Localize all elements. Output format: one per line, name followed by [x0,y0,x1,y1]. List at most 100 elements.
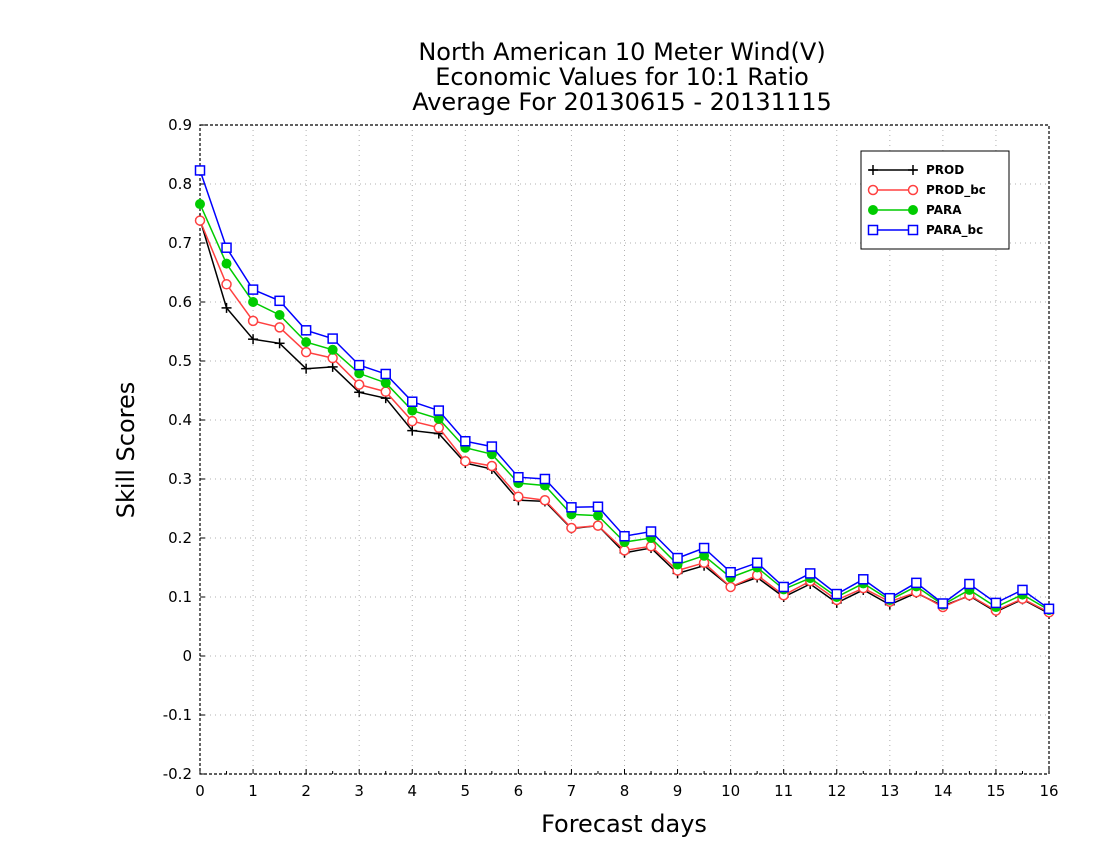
x-tick-label: 5 [461,782,471,800]
y-tick-label: 0.6 [168,293,192,311]
data-point-prod [274,338,285,349]
data-point-prod [327,361,338,372]
data-point-prod-bc [645,541,657,552]
legend-label: PARA_bc [926,223,983,238]
series-layer [194,165,1055,619]
data-point-prod [221,302,232,313]
y-tick-label: 0.4 [168,411,192,429]
data-point-para-bc [698,542,710,554]
data-point-prod-bc [460,456,471,467]
grid [200,125,1049,774]
data-point-para [195,199,205,210]
chart-title-line-1: North American 10 Meter Wind(V) [418,38,825,66]
data-point-para-bc [592,501,604,512]
data-point-para-bc [990,597,1002,609]
data-point-para-bc [407,396,418,407]
data-point-prod-bc [539,494,551,506]
data-point-prod-bc [274,322,285,333]
legend-item-prod-bc: PROD_bc [867,183,986,198]
x-tick-label: 8 [620,782,630,800]
legend-item-prod: PROD [868,163,964,177]
data-point-para-bc [911,577,922,589]
legend-label: PARA [926,203,962,217]
data-point-para-bc [937,598,949,609]
data-point-prod-bc [407,415,418,427]
y-tick-label: 0.7 [168,234,192,252]
x-tick-label: 4 [407,782,417,800]
data-point-para-bc [619,530,630,542]
data-point-prod-bc [194,215,206,226]
data-point-para [407,405,418,416]
y-tick-label: -0.1 [163,706,192,724]
data-point-para-bc [964,578,975,590]
data-point-prod-bc [247,315,259,327]
data-point-prod-bc [221,279,232,290]
data-point-para-bc [1017,584,1028,596]
data-point-para-bc [751,557,763,569]
data-point-para [274,309,285,320]
data-point-para [221,258,232,269]
legend-label: PROD [926,163,964,177]
data-point-para-bc [460,435,471,447]
legend-marker [867,184,879,196]
data-point-para-bc [778,581,789,593]
legend-box [860,150,1010,250]
legend-marker [908,165,918,175]
legend-item-para: PARA [868,203,962,217]
chart-title-line-3: Average For 20130615 - 20131115 [412,88,832,116]
x-axis-title: Forecast days [541,810,707,838]
x-tick-label: 15 [986,782,1005,800]
data-point-para-bc [194,165,206,176]
data-point-para-bc [300,325,312,336]
data-point-para-bc [566,502,577,513]
data-point-prod [407,425,418,436]
data-point-prod-bc [327,352,338,364]
data-point-prod [248,334,259,345]
legend-item-para-bc: PARA_bc [867,223,983,238]
x-tick-label: 1 [248,782,258,800]
data-point-prod-bc [433,422,445,433]
legend: PROD PROD_bc PARA PARA_bc [860,150,1010,250]
y-tick-label: 0.9 [168,116,192,134]
data-point-prod-bc [513,491,524,502]
x-tick-label: 16 [1039,782,1058,800]
data-point-para [592,510,603,521]
data-point-prod-bc [592,520,604,531]
y-axis-title: Skill Scores [112,382,140,519]
y-tick-label: 0.8 [168,175,192,193]
data-point-para-bc [221,242,232,253]
data-point-para [380,377,391,388]
x-tick-label: 7 [567,782,577,800]
x-tick-label: 10 [721,782,740,800]
y-tick-label: 0.5 [168,352,192,370]
legend-marker [907,224,919,236]
data-point-para [327,344,338,355]
data-point-para-bc [1043,603,1055,615]
data-point-para-bc [831,588,842,600]
data-point-para-bc [353,359,365,371]
y-tick-label: 0 [182,647,192,665]
data-point-prod [301,363,312,374]
data-point-prod-bc [300,346,312,358]
data-point-para-bc [433,405,445,416]
data-point-para-bc [274,295,285,307]
x-tick-label: 6 [514,782,524,800]
data-point-prod-bc [380,386,391,397]
x-tick-label: 0 [195,782,205,800]
y-tick-label: 0.1 [168,588,192,606]
y-tick-label: -0.2 [163,765,192,783]
data-point-para-bc [672,552,683,564]
series-para-bc [194,165,1055,615]
x-tick-label: 12 [827,782,846,800]
data-point-para-bc [858,574,869,585]
x-tick-label: 11 [774,782,793,800]
data-point-para-bc [380,368,391,380]
x-tick-label: 14 [933,782,952,800]
data-point-prod-bc [486,460,498,472]
legend-marker [868,205,878,215]
data-point-para-bc [725,566,736,578]
data-point-para-bc [884,592,896,604]
data-point-para-bc [645,526,657,537]
data-point-para-bc [486,441,498,452]
data-point-para-bc [327,333,338,344]
